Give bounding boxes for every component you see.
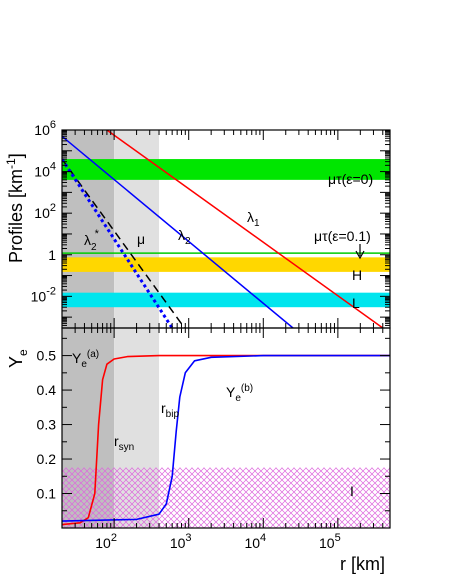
y-tick-label-bottom-0: 0.1: [37, 486, 57, 502]
y-tick-label-top-4: 10-2: [31, 285, 56, 304]
bottom-panel-curves: [62, 354, 390, 526]
region-label-rsyn: rsyn: [114, 433, 134, 453]
band-1: [62, 257, 390, 272]
series-label-ye-b: Ye(b): [226, 383, 253, 404]
band-label-L: L: [352, 295, 360, 311]
bottom-panel-frame: [61, 327, 391, 529]
top-y-axis-title: Profiles [km-1]: [4, 153, 26, 263]
x-tick-label-3: 105: [319, 532, 341, 551]
y-tick-label-bottom-1: 0.2: [37, 451, 57, 467]
series-label-mu: μ: [137, 231, 145, 247]
series-line-0: [106, 130, 384, 328]
series-label-ye-a: Ye(a): [72, 349, 99, 370]
bottom-panel-ticks: 0.1 0.2 0.3 0.4 0.5 102 103 104 105: [37, 328, 391, 551]
down-arrow-icon: [355, 244, 365, 260]
series-line-3: [62, 158, 174, 328]
region-label-rbip: rbip: [161, 400, 179, 420]
x-tick-label-1: 103: [170, 532, 192, 551]
ye-curve-1: [62, 354, 390, 522]
band-2: [62, 292, 390, 308]
y-tick-label-top-1: 104: [34, 161, 56, 180]
y-tick-label-top-2: 102: [34, 202, 56, 221]
ye-curve-0: [62, 354, 390, 526]
band-0: [62, 159, 390, 180]
band-label-H: H: [352, 267, 362, 283]
band-label-mutau-eps0: μτ(ε=0): [328, 171, 373, 187]
series-line-1: [62, 135, 294, 328]
series-line-2: [62, 158, 186, 328]
x-tick-label-0: 102: [95, 532, 117, 551]
y-tick-label-bottom-4: 0.5: [37, 348, 57, 364]
top-panel-background: [62, 130, 390, 328]
series-label-lambda2: λ2: [178, 227, 191, 247]
bottom-y-axis-title: Ye: [6, 349, 30, 368]
bottom-panel-background: [62, 328, 390, 528]
top-panel-ticks: 106 104 102 1 10-2: [31, 119, 391, 329]
x-axis-title: r [km]: [340, 554, 385, 574]
y-tick-label-top-3: 1: [48, 247, 56, 263]
series-label-lambda2-star: λ2*: [84, 228, 100, 253]
y-tick-label-bottom-3: 0.4: [37, 382, 57, 398]
band-label-I: I: [350, 483, 354, 499]
series-label-lambda1: λ1: [247, 209, 260, 229]
hatched-band: [62, 467, 390, 528]
y-tick-label-bottom-2: 0.3: [37, 417, 57, 433]
hline-label-mutau-eps01: μτ(ε=0.1): [314, 228, 371, 244]
top-panel-curves: [62, 130, 384, 328]
x-tick-label-2: 104: [244, 532, 266, 551]
y-tick-label-top-0: 106: [34, 119, 56, 138]
